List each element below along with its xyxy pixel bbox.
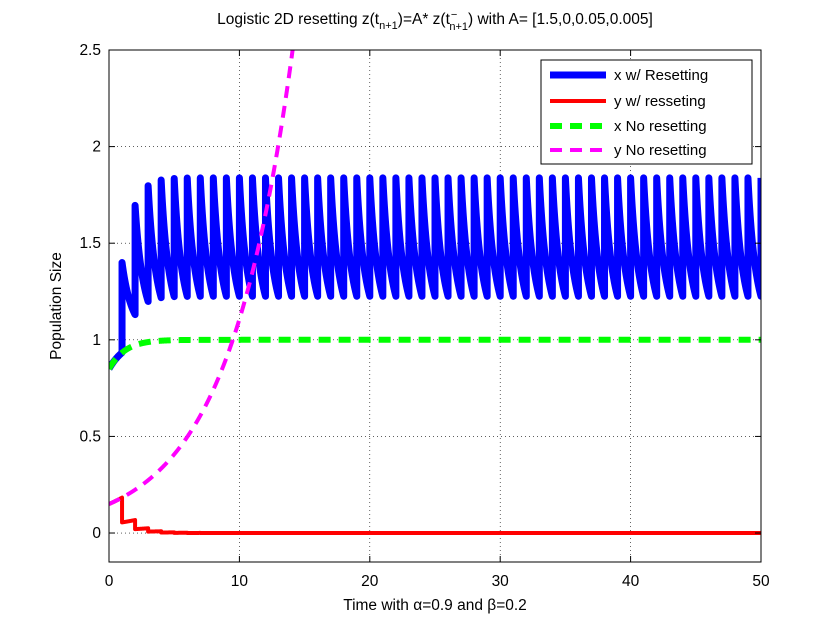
y-axis-label: Population Size: [48, 252, 65, 360]
x-tick-label: 30: [492, 573, 510, 590]
legend-label-x-no-resetting: x No resetting: [614, 118, 707, 135]
legend-label-y-no-resetting: y No resetting: [614, 142, 707, 159]
chart-title: Logistic 2D resetting z(tn+1)=A* z(t− n+1…: [217, 9, 653, 33]
x-axis-label: Time with α=0.9 and β=0.2: [343, 597, 527, 614]
y-tick-label: 2: [92, 139, 101, 156]
y-tick-label: 1.5: [79, 235, 101, 252]
x-tick-label: 10: [231, 573, 249, 590]
axis-ticks: 0 10 20 30 40 50 0 0.5 1 1.5 2 2.5: [79, 42, 770, 590]
series-line-4: [109, 50, 295, 506]
x-tick-label: 40: [622, 573, 640, 590]
series-line-2: [109, 495, 761, 536]
legend: x w/ Resetting y w/ resseting x No reset…: [540, 59, 753, 165]
legend-label-y-resetting: y w/ resseting: [614, 93, 706, 110]
y-tick-label: 1: [92, 332, 101, 349]
y-tick-label: 0.5: [79, 428, 101, 445]
series-line-1: [109, 174, 761, 373]
y-tick-label: 0: [92, 525, 101, 542]
series-layer: [109, 50, 761, 536]
plot-frame: [108, 49, 762, 563]
x-tick-label: 20: [361, 573, 379, 590]
legend-label-x-resetting: x w/ Resetting: [614, 67, 708, 84]
x-tick-label: 50: [752, 573, 770, 590]
x-tick-label: 0: [105, 573, 114, 590]
y-tick-label: 2.5: [79, 42, 101, 59]
